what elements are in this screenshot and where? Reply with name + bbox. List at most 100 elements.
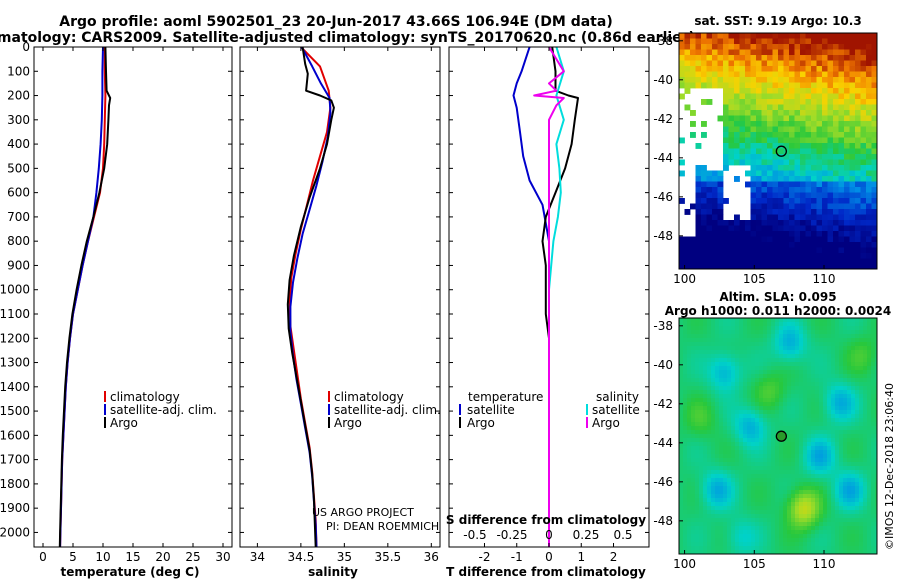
sla-cell — [859, 402, 864, 407]
sst-cell — [778, 55, 784, 61]
sla-cell — [787, 526, 792, 531]
sla-cell — [791, 526, 796, 531]
sla-cell — [763, 526, 768, 531]
sla-cell — [779, 546, 784, 551]
sla-cell — [863, 322, 868, 327]
sla-cell — [703, 326, 708, 331]
sla-cell — [691, 394, 696, 399]
sla-cell — [727, 458, 732, 463]
sla-cell — [855, 370, 860, 375]
sla-cell — [747, 530, 752, 535]
sla-cell — [795, 458, 800, 463]
sst-cell — [827, 143, 834, 149]
sla-cell — [767, 414, 772, 419]
sla-cell — [771, 318, 776, 323]
sla-cell — [851, 366, 856, 371]
sst-cell — [794, 181, 801, 188]
sla-cell — [715, 530, 720, 535]
sla-cell — [731, 494, 736, 499]
sla-cell — [759, 486, 764, 491]
sla-cell — [695, 538, 700, 543]
sla-cell — [699, 538, 704, 543]
sla-cell — [855, 498, 860, 503]
sla-cell — [851, 426, 856, 431]
sst-cell — [794, 165, 801, 171]
sst-cell — [866, 192, 872, 199]
sla-cell — [863, 526, 868, 531]
sla-cell — [783, 422, 788, 427]
sst-cell — [794, 203, 801, 210]
sla-cell — [875, 534, 877, 539]
sla-cell — [835, 330, 840, 335]
sla-cell — [795, 374, 800, 379]
sla-cell — [867, 486, 872, 491]
sla-cell — [739, 450, 744, 455]
sst-cell — [816, 214, 823, 221]
sla-cell — [715, 362, 720, 367]
sst-cell — [827, 60, 834, 67]
sst-cell — [690, 60, 696, 67]
sla-cell — [695, 510, 700, 515]
sla-cell — [715, 346, 720, 351]
sla-cell — [695, 526, 700, 531]
sst-cell — [778, 264, 784, 269]
sst-cell — [723, 93, 729, 100]
sst-cell — [750, 214, 757, 221]
sla-cell — [739, 318, 744, 323]
sla-cell — [795, 382, 800, 387]
sst-cell — [811, 121, 817, 127]
sla-cell — [743, 358, 748, 363]
sla-cell — [863, 422, 868, 427]
sla-cell — [819, 542, 824, 547]
sla-cell — [687, 482, 692, 487]
sla-cell — [779, 374, 784, 379]
sla-cell — [767, 410, 772, 415]
sst-cell — [750, 225, 757, 232]
sla-cell — [871, 526, 876, 531]
sla-cell — [739, 346, 744, 351]
sst-cell — [844, 93, 850, 100]
sla-cell — [755, 422, 760, 427]
sla-cell — [739, 326, 744, 331]
sla-cell — [807, 454, 812, 459]
sla-cell — [679, 342, 684, 347]
sla-cell — [851, 462, 856, 467]
sla-cell — [779, 326, 784, 331]
sla-cell — [715, 458, 720, 463]
sla-cell — [835, 366, 840, 371]
sla-cell — [839, 502, 844, 507]
sla-cell — [763, 378, 768, 383]
sst-cell — [844, 49, 850, 56]
sla-cell — [679, 322, 684, 327]
sla-cell — [875, 414, 877, 419]
sla-cell — [731, 518, 736, 523]
sla-cell — [763, 486, 768, 491]
sla-cell — [839, 454, 844, 459]
sla-cell — [863, 414, 868, 419]
sla-cell — [795, 530, 800, 535]
sla-cell — [695, 346, 700, 351]
sst-cell — [767, 44, 773, 50]
sla-cell — [827, 326, 832, 331]
sla-cell — [743, 454, 748, 459]
sla-cell — [827, 454, 832, 459]
sst-cell — [794, 247, 801, 254]
sla-cell — [759, 386, 764, 391]
sla-cell — [727, 550, 732, 554]
sst-cell — [800, 104, 806, 111]
x-tick-label: 0 — [39, 550, 47, 564]
temperature-frame — [33, 46, 233, 548]
sla-cell — [679, 350, 684, 355]
sst-cell — [767, 181, 773, 188]
sla-cell — [827, 534, 832, 539]
sla-cell — [803, 358, 808, 363]
sla-cell — [859, 418, 864, 423]
sla-cell — [735, 426, 740, 431]
sla-cell — [755, 386, 760, 391]
sla-cell — [743, 546, 748, 551]
sla-cell — [763, 318, 768, 323]
sst-cell — [816, 110, 823, 116]
sla-cell — [847, 326, 852, 331]
sla-cell — [799, 418, 804, 423]
sst-cell — [712, 66, 718, 72]
